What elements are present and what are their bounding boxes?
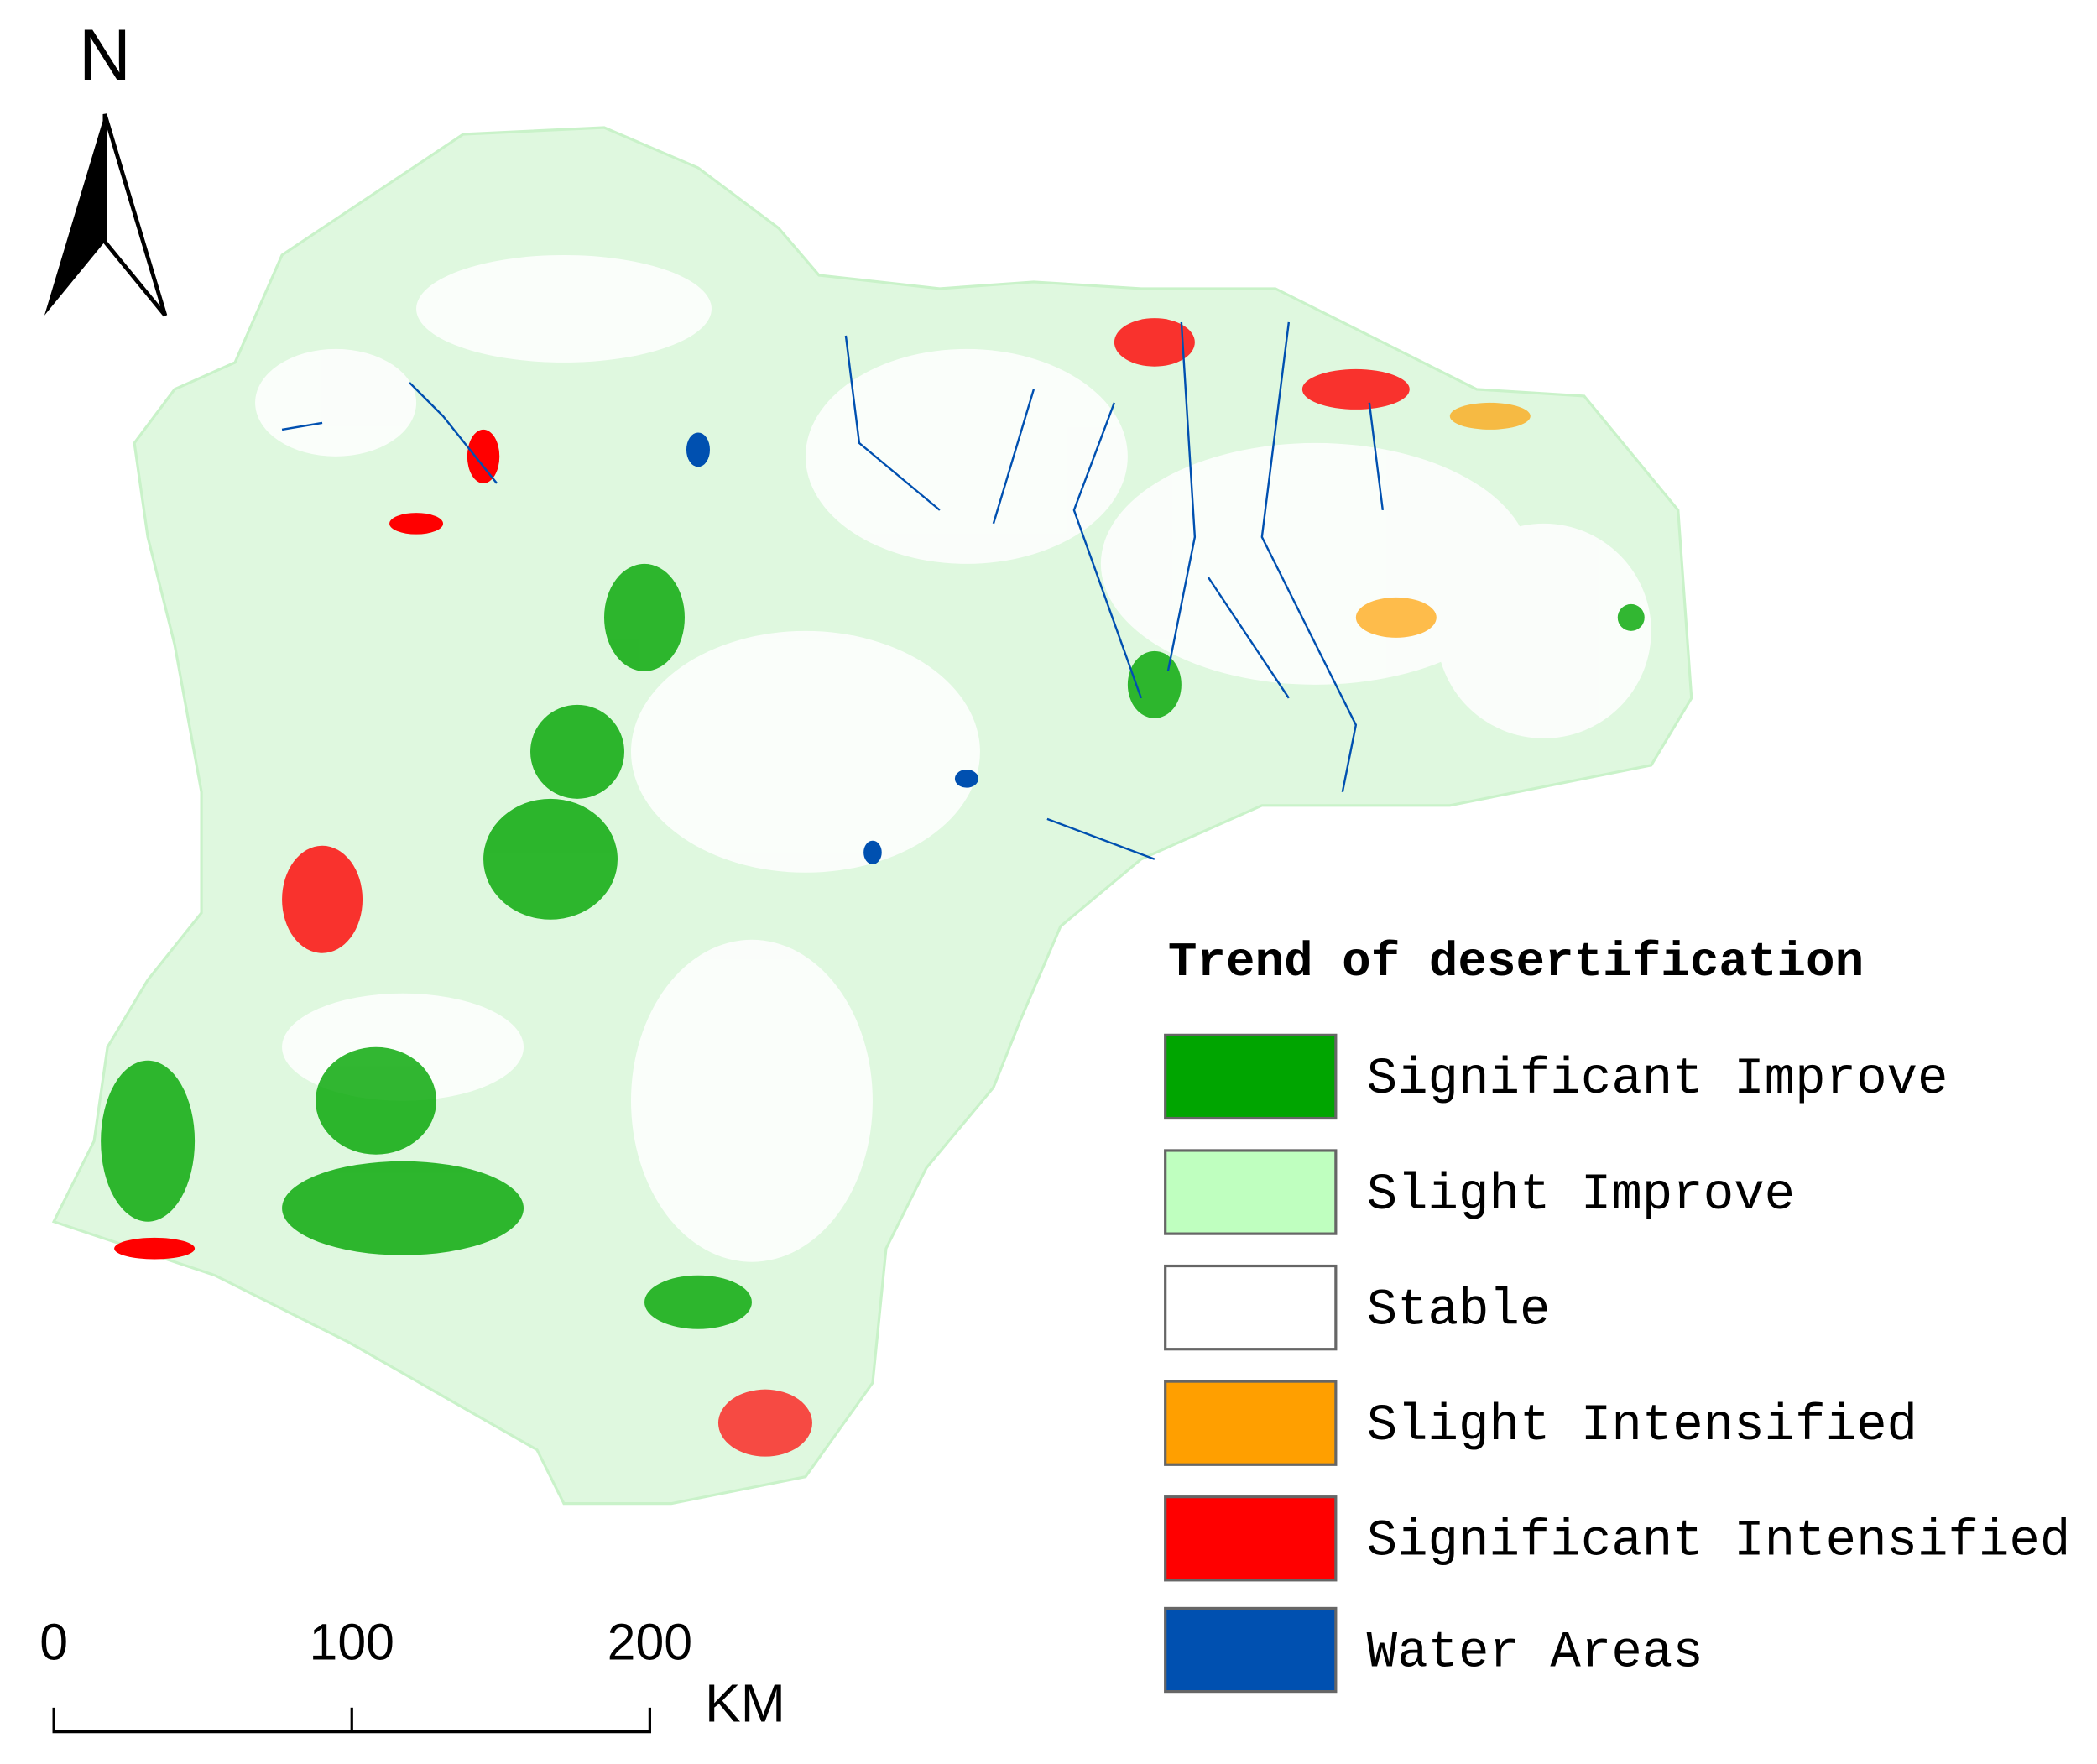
- legend-swatch: [1164, 1264, 1338, 1351]
- scale-bar: KM 0 100 200: [39, 1613, 785, 1733]
- water-features: [281, 321, 1385, 864]
- scale-label: 200: [608, 1613, 692, 1670]
- legend-title: Trend of desertification: [1168, 936, 1864, 990]
- legend-swatch: [1164, 1380, 1338, 1466]
- legend-label: Slight Intensified: [1367, 1397, 1917, 1455]
- legend-swatch: [1164, 1149, 1338, 1235]
- study-area: [51, 126, 1693, 1506]
- scale-unit: KM: [705, 1673, 785, 1734]
- scale-line: [52, 1707, 651, 1734]
- legend-swatch: [1164, 1606, 1338, 1694]
- legend-label: Slight Improve: [1367, 1166, 1796, 1224]
- arrow-right: [102, 113, 168, 317]
- legend-label: Significant Intensified: [1367, 1513, 2071, 1571]
- legend-swatch: [1164, 1495, 1338, 1582]
- north-label: N: [79, 15, 131, 96]
- scale-label: 100: [310, 1613, 394, 1670]
- scale-label: 0: [39, 1613, 68, 1670]
- legend: Trend of desertification Significant Imp…: [1164, 936, 2071, 1694]
- legend-label: Stable: [1367, 1281, 1551, 1339]
- legend-label: Significant Improve: [1367, 1051, 1948, 1109]
- legend-label: Water Areas: [1367, 1624, 1703, 1682]
- improvement-patches: [101, 563, 1645, 1329]
- legend-swatch: [1164, 1033, 1338, 1120]
- intensified-patches: [114, 318, 1531, 1457]
